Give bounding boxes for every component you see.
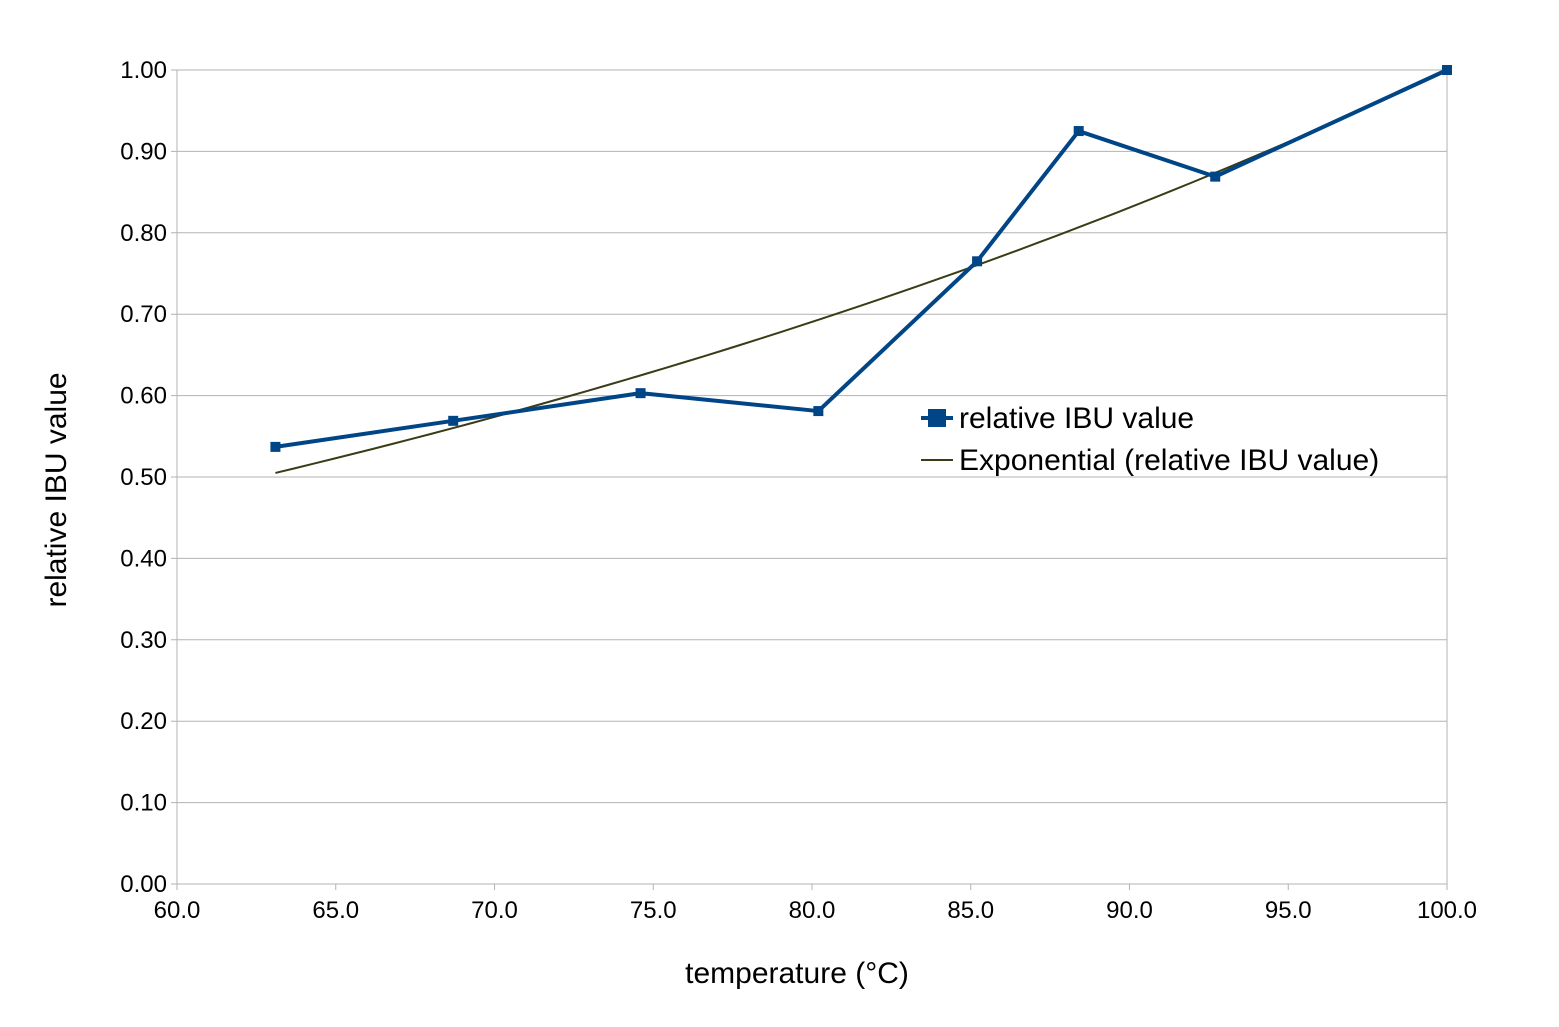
axes <box>176 70 1448 890</box>
x-tick-label: 65.0 <box>312 897 359 924</box>
y-tick-label: 0.50 <box>120 464 167 491</box>
y-axis-title: relative IBU value <box>40 372 73 607</box>
x-tick-labels: 60.0 65.0 70.0 75.0 80.0 85.0 90.0 95.0 100.0 <box>154 897 1477 924</box>
x-tick-label: 100.0 <box>1417 897 1477 924</box>
y-tick-label: 0.90 <box>120 138 167 165</box>
y-tick-label: 0.30 <box>120 627 167 654</box>
data-point-marker <box>1442 65 1452 75</box>
y-tick-label: 0.70 <box>120 301 167 328</box>
x-tick-label: 95.0 <box>1265 897 1312 924</box>
legend-swatch-marker-relative-ibu <box>928 409 946 427</box>
x-tick-label: 90.0 <box>1106 897 1153 924</box>
trendline-exponential <box>275 69 1448 474</box>
x-tick-label: 70.0 <box>471 897 518 924</box>
data-point-marker <box>813 406 824 417</box>
y-tick-label: 1.00 <box>120 57 167 84</box>
y-tick-label: 0.20 <box>120 708 167 735</box>
x-tick-label: 60.0 <box>154 897 201 924</box>
legend: relative IBU value Exponential (relative… <box>921 402 1379 477</box>
y-tick-label: 0.40 <box>120 545 167 572</box>
y-tick-label: 0.00 <box>120 871 167 898</box>
legend-label-exponential: Exponential (relative IBU value) <box>959 444 1379 477</box>
x-tick-label: 75.0 <box>630 897 677 924</box>
legend-label-relative-ibu: relative IBU value <box>959 402 1194 435</box>
data-point-marker <box>1073 126 1084 137</box>
x-tick-label: 80.0 <box>789 897 836 924</box>
x-tick-label: 85.0 <box>947 897 994 924</box>
series-layer <box>270 65 1452 474</box>
data-point-marker <box>270 441 281 452</box>
data-point-marker <box>635 388 646 399</box>
x-axis-title: temperature (°C) <box>685 957 909 990</box>
y-tick-label: 0.80 <box>120 220 167 247</box>
grid-lines <box>171 69 1447 885</box>
y-tick-labels: 0.00 0.10 0.20 0.30 0.40 0.50 0.60 0.70 0.80 0.90… <box>120 57 167 898</box>
data-point-marker <box>1210 171 1221 182</box>
series-line-relative-ibu <box>275 68 1448 449</box>
data-point-marker <box>972 256 983 267</box>
y-tick-label: 0.60 <box>120 383 167 410</box>
y-tick-label: 0.10 <box>120 790 167 817</box>
data-point-marker <box>448 415 459 426</box>
